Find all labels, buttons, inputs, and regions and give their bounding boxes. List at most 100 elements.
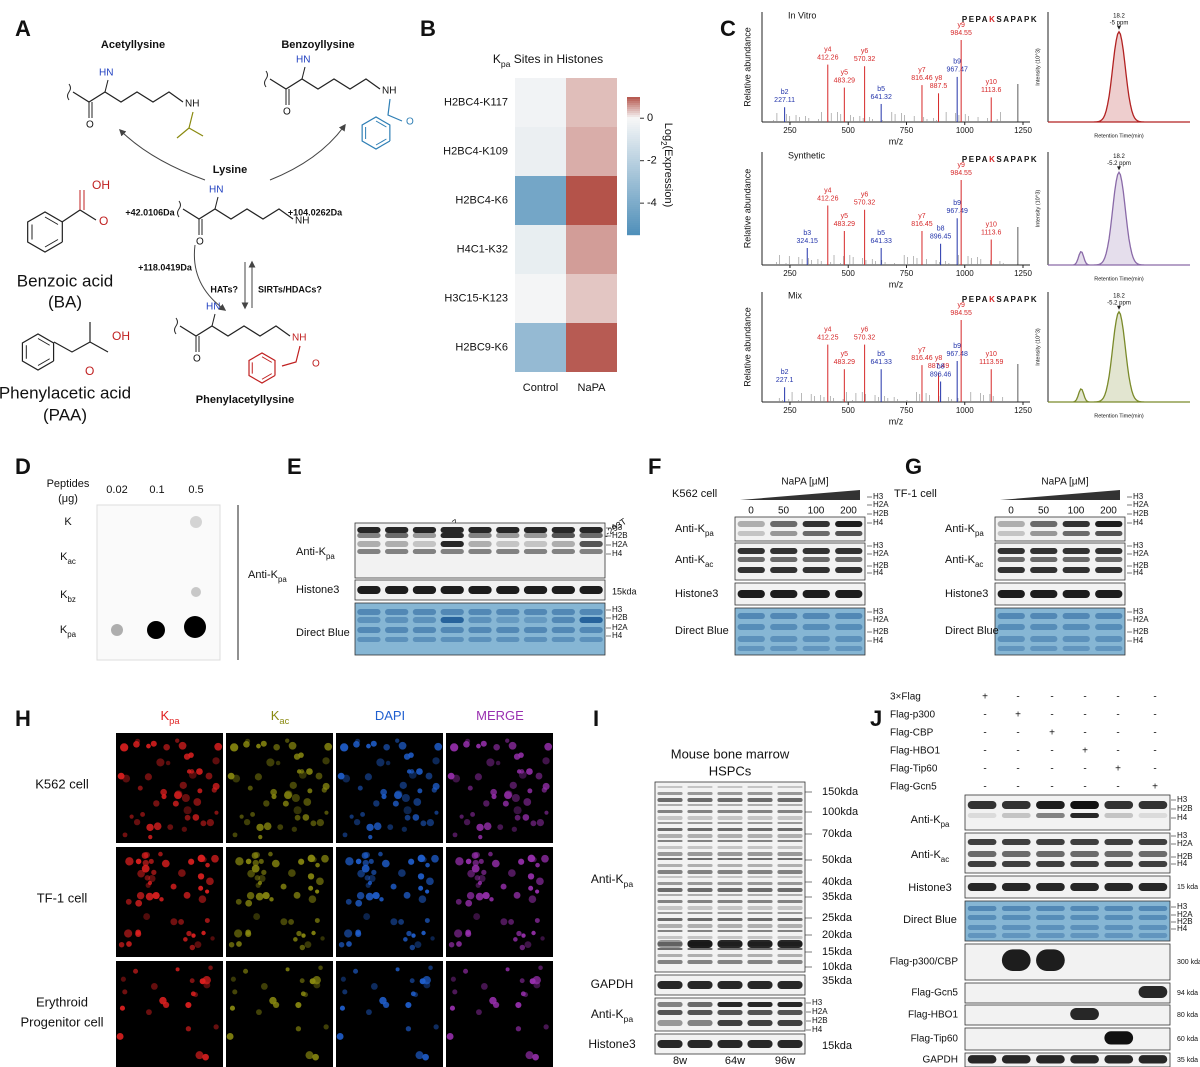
cell: [228, 941, 235, 948]
blot-band: [468, 549, 492, 554]
x-tick-label: 250: [783, 406, 797, 415]
cell: [373, 822, 382, 831]
blot-band: [747, 924, 773, 928]
blot-band: [657, 876, 683, 878]
mz-label: 967.48: [946, 351, 968, 358]
blot-band: [737, 521, 765, 527]
blot-band: [997, 646, 1025, 651]
colorbar-label: Log2(Expression): [659, 123, 674, 208]
blot-band: [1030, 557, 1058, 562]
blot-band: [687, 804, 713, 806]
arrow: [119, 129, 206, 181]
cell: [385, 760, 391, 766]
sign: -: [1083, 692, 1086, 703]
row-label: Direct Blue: [296, 627, 350, 639]
x-tick-label: 250: [783, 126, 797, 135]
cell: [234, 929, 243, 938]
band-label: H2A: [1133, 615, 1149, 624]
cell: [245, 738, 251, 744]
ring: [361, 116, 391, 150]
cell: [269, 996, 277, 1005]
cell: [315, 862, 320, 868]
blot-band: [967, 801, 997, 809]
sign: +: [1152, 782, 1158, 793]
cell: [135, 929, 141, 936]
row-label: H4C1-K32: [457, 243, 508, 255]
sign: -: [1116, 728, 1119, 739]
colorbar-step: [627, 169, 640, 172]
marker-label: 70kda: [822, 828, 853, 840]
row-label-part: Histone3: [675, 588, 718, 600]
blot-band: [357, 527, 381, 533]
cell: [366, 1009, 372, 1016]
mz-label: 984.55: [950, 170, 972, 177]
chrom-x-label: Retention Time(min): [1094, 413, 1144, 419]
cell: [153, 822, 162, 831]
cell: [455, 857, 464, 866]
blot-band: [496, 527, 520, 533]
cell: [181, 793, 190, 802]
cell: [338, 941, 345, 948]
colorbar-step: [627, 117, 640, 120]
mz-label: 1113.6: [981, 229, 1001, 236]
blot-band: [747, 786, 773, 788]
cell: [417, 873, 425, 880]
cell: [146, 823, 154, 832]
cell: [365, 892, 374, 901]
chromatogram: [1048, 310, 1190, 403]
row-label: Progenitor cell: [20, 1014, 103, 1029]
colorbar-step: [627, 231, 640, 234]
cell: [425, 772, 433, 780]
blot-band: [737, 613, 765, 619]
blot-band: [440, 527, 464, 533]
row-label: H2BC4-K6: [455, 194, 508, 206]
dose-label: 200: [1100, 506, 1117, 517]
cell: [120, 743, 129, 752]
cell: [230, 976, 236, 982]
blot-band: [657, 828, 683, 831]
label: Benzoic acid: [17, 271, 113, 290]
colorbar-step: [627, 109, 640, 112]
blot-band: [777, 798, 803, 802]
sequence-part: K: [989, 295, 996, 304]
cell: [339, 1005, 346, 1011]
colorbar-step: [627, 127, 640, 130]
bond: [176, 111, 194, 139]
sign: -: [983, 764, 986, 775]
blot-band: [747, 1020, 773, 1026]
band-label: H2B: [1133, 509, 1149, 518]
cell: [542, 782, 550, 790]
cell: [167, 824, 174, 831]
cell: [411, 933, 416, 938]
blot-band: [747, 864, 773, 867]
cell: [205, 772, 213, 780]
blot-band: [657, 840, 683, 842]
blot-band: [1095, 521, 1123, 527]
dose-wedge: [740, 490, 860, 500]
blot-band: [687, 888, 713, 892]
blot-band: [496, 627, 520, 633]
cell: [291, 793, 300, 802]
label: NH: [295, 216, 309, 227]
blot-band: [717, 900, 743, 903]
row-label: H2BC4-K117: [444, 96, 508, 108]
blot-band: [802, 590, 830, 598]
blot-band: [777, 828, 803, 831]
cell: [299, 944, 306, 951]
cell: [298, 858, 305, 865]
colorbar-label-part: 2: [659, 141, 668, 145]
cell: [505, 738, 510, 743]
blot-band: [687, 900, 713, 903]
colorbar-step: [627, 111, 640, 114]
blot-band: [967, 861, 997, 867]
cell: [144, 875, 151, 881]
blot-band: [747, 858, 773, 860]
cell: [518, 858, 525, 865]
bond: [53, 322, 91, 353]
cell: [433, 1024, 439, 1030]
ring-bond: [37, 338, 50, 346]
bond: [387, 98, 403, 122]
cell: [536, 877, 544, 886]
sign: -: [1083, 710, 1086, 721]
